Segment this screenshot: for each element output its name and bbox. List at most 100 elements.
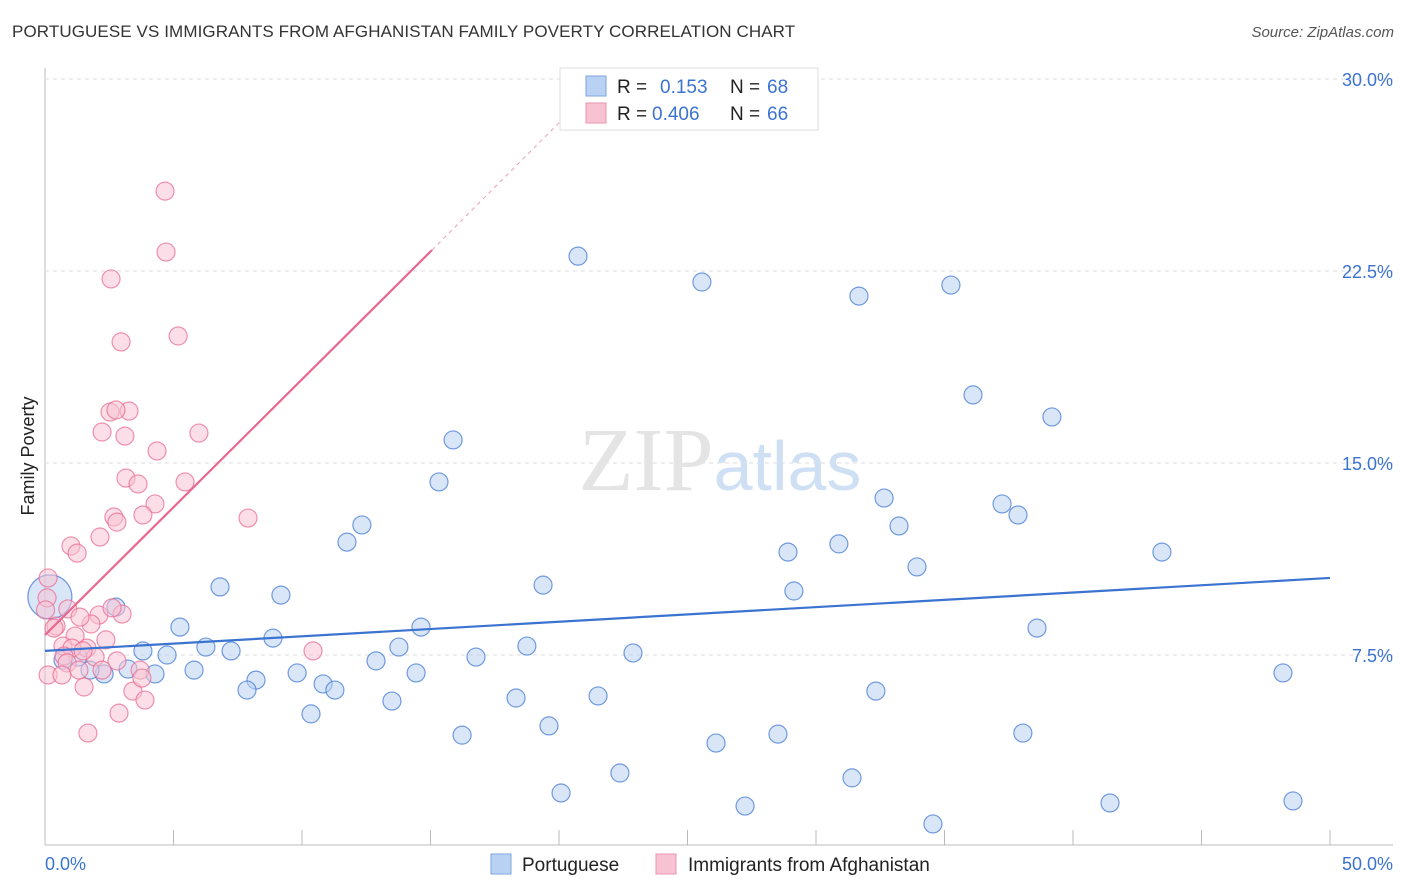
y-tick-label: 22.5%: [1342, 262, 1393, 282]
afghanistan-point: [101, 269, 121, 289]
portuguese-swatch: [585, 75, 607, 97]
afghanistan-point: [44, 618, 64, 638]
afghanistan-point: [92, 422, 112, 442]
portuguese-point: [735, 796, 755, 816]
portuguese-point: [866, 681, 886, 701]
afghanistan-point: [189, 423, 209, 443]
portuguese-point: [941, 275, 961, 295]
portuguese-point: [1008, 505, 1028, 525]
portuguese-point: [992, 494, 1012, 514]
afghanistan-point: [106, 400, 126, 420]
afghanistan-point: [52, 665, 72, 685]
afghanistan-swatch: [585, 102, 607, 124]
portuguese-point: [874, 488, 894, 508]
stats-legend: R = 0.153 N = 68 R = 0.406 N = 66: [559, 67, 819, 131]
afghanistan-point: [147, 441, 167, 461]
afghanistan-point: [238, 508, 258, 528]
portuguese-point: [539, 716, 559, 736]
afghanistan-point: [135, 690, 155, 710]
afghanistan-point: [73, 641, 93, 661]
portuguese-point: [907, 557, 927, 577]
afghanistan-point: [132, 668, 152, 688]
afghanistan-point: [92, 660, 112, 680]
portuguese-point: [506, 688, 526, 708]
portuguese-point: [706, 733, 726, 753]
afghanistan-point: [156, 242, 176, 262]
afghanistan-point: [303, 641, 323, 661]
portuguese-point: [1152, 542, 1172, 562]
portuguese-point: [1100, 793, 1120, 813]
portuguese-point: [429, 472, 449, 492]
portuguese-point: [692, 272, 712, 292]
y-tick-label: 15.0%: [1342, 454, 1393, 474]
portuguese-point: [1042, 407, 1062, 427]
n-value: 68: [767, 77, 788, 98]
afghanistan-point: [38, 568, 58, 588]
afghanistan-trend-line: [44, 249, 433, 636]
portuguese-point: [411, 617, 431, 637]
portuguese-point: [382, 691, 402, 711]
portuguese-point: [842, 768, 862, 788]
portuguese-point: [1013, 723, 1033, 743]
portuguese-point: [271, 585, 291, 605]
portuguese-point: [452, 725, 472, 745]
r-label: R =: [617, 104, 647, 125]
afghanistan-point: [107, 651, 127, 671]
n-value: 66: [767, 104, 788, 125]
portuguese-point: [325, 680, 345, 700]
portuguese-point: [389, 637, 409, 657]
portuguese-point: [170, 617, 190, 637]
legend-swatch-afghanistan: [655, 853, 677, 875]
portuguese-point: [237, 680, 257, 700]
afghanistan-point: [35, 600, 56, 620]
source-label: Source: ZipAtlas.com: [1251, 24, 1394, 41]
afghanistan-point: [168, 326, 188, 346]
afghanistan-point: [96, 630, 116, 650]
portuguese-point: [1283, 791, 1303, 811]
portuguese-point: [287, 663, 307, 683]
portuguese-point: [366, 651, 386, 671]
x-tick-label: 50.0%: [1342, 854, 1393, 874]
afghanistan-point: [175, 472, 195, 492]
afghanistan-point: [115, 426, 135, 446]
afghanistan-point: [78, 723, 98, 743]
portuguese-point: [778, 542, 798, 562]
portuguese-point: [466, 647, 486, 667]
afghanistan-point: [102, 598, 122, 618]
portuguese-point: [337, 532, 357, 552]
y-tick-label: 30.0%: [1342, 70, 1393, 90]
afghanistan-point: [70, 607, 90, 627]
afghanistan-point: [90, 527, 110, 547]
portuguese-point: [1027, 618, 1047, 638]
afghanistan-point: [109, 703, 129, 723]
portuguese-point: [889, 516, 909, 536]
afghanistan-point: [128, 474, 148, 494]
x-tick-label: 0.0%: [45, 854, 86, 874]
portuguese-point: [963, 385, 983, 405]
portuguese-point: [184, 660, 204, 680]
chart-title: PORTUGUESE VS IMMIGRANTS FROM AFGHANISTA…: [12, 22, 796, 41]
portuguese-point: [849, 286, 869, 306]
portuguese-point: [210, 577, 230, 597]
r-value: 0.153: [660, 77, 708, 98]
n-label: N =: [730, 104, 760, 125]
portuguese-point: [923, 814, 943, 834]
r-label: R =: [617, 77, 647, 98]
portuguese-point: [301, 704, 321, 724]
portuguese-point: [1273, 663, 1293, 683]
portuguese-point: [533, 575, 553, 595]
afghanistan-point: [69, 660, 89, 680]
watermark: ZIPatlas: [579, 411, 862, 510]
portuguese-point: [551, 783, 571, 803]
afghanistan-point: [133, 505, 153, 525]
afghanistan-point: [67, 543, 87, 563]
portuguese-point: [588, 686, 608, 706]
legend-label-portuguese: Portuguese: [522, 855, 619, 876]
portuguese-point: [784, 581, 804, 601]
series-legend: Portuguese Immigrants from Afghanistan: [490, 853, 930, 876]
afghanistan-point: [155, 181, 175, 201]
portuguese-point: [157, 645, 177, 665]
afghanistan-point: [111, 332, 131, 352]
y-tick-label: 7.5%: [1352, 646, 1393, 666]
